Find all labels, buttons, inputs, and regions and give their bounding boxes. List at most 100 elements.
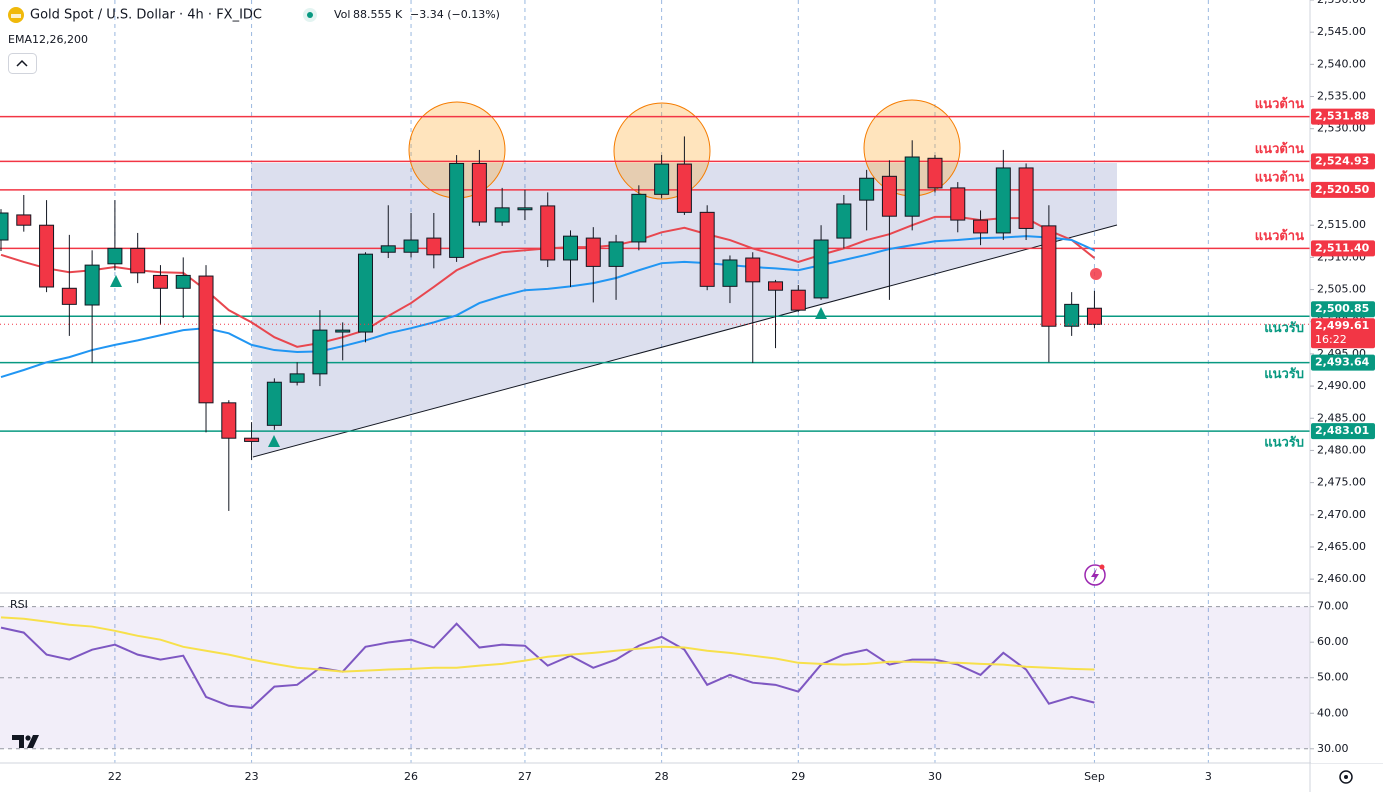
candle-body (449, 162, 465, 258)
indicator-label: EMA12,26,200 (8, 33, 88, 46)
level-tag-label: 2,520.50 (1315, 183, 1370, 196)
candle-body (152, 274, 168, 289)
y-tick-label: 2,485.00 (1317, 411, 1366, 424)
indicator-line (0, 616, 1095, 673)
x-tick-label: 30 (928, 770, 942, 783)
candle-body (517, 207, 533, 211)
candle-body (563, 235, 578, 261)
flash-bolt (1091, 568, 1099, 583)
candle-body (676, 163, 692, 213)
logo-dot (25, 735, 31, 741)
candle-body (790, 289, 806, 311)
tv-logo (12, 735, 39, 748)
candle-body (426, 237, 442, 256)
y-tick-label: 2,515.00 (1317, 218, 1366, 231)
level-tag (1311, 181, 1375, 198)
y-tick-label: 2,505.00 (1317, 283, 1366, 296)
candle-body (631, 193, 647, 243)
candle-body (471, 162, 487, 223)
level-text: แนวรับ (1264, 321, 1304, 336)
candle-body (16, 214, 32, 226)
candle-body (881, 175, 897, 217)
x-tick-label: 3 (1205, 770, 1212, 783)
drawing-layer (251, 99, 1118, 458)
candle-body (175, 274, 191, 289)
candle-body (289, 373, 305, 383)
level-text: แนวต้าน (1255, 141, 1304, 157)
x-tick-label: 23 (245, 770, 259, 783)
price-change: −3.34 (−0.13%) (410, 8, 500, 21)
x-tick-label: Sep (1084, 770, 1105, 783)
candle-body (722, 259, 738, 287)
logo-shape (12, 735, 39, 748)
candle-body (357, 253, 373, 333)
candle-body (699, 211, 715, 287)
triangle-zone (251, 163, 1117, 457)
y-tick-label: 2,550.00 (1317, 0, 1366, 6)
level-text: แนวต้าน (1255, 96, 1304, 112)
volume-value: 88.555 K (353, 8, 403, 21)
y-tick-label: 2,480.00 (1317, 443, 1366, 456)
candle-body (198, 275, 214, 404)
y-tick-label: 30.00 (1317, 742, 1349, 755)
symbol-icon-bar (11, 14, 21, 18)
signal-marker (815, 307, 827, 319)
candle-body (335, 329, 351, 333)
y-tick-label: 60.00 (1317, 635, 1349, 648)
level-tag (1311, 301, 1375, 318)
marker-layer (110, 268, 1106, 586)
candle-body (221, 402, 237, 439)
level-tag (1311, 240, 1375, 257)
candle-body (836, 203, 852, 239)
indicator-line (0, 622, 1095, 709)
y-tick-label: 40.00 (1317, 706, 1349, 719)
settings-button[interactable] (1339, 770, 1353, 784)
candle-body (244, 437, 260, 442)
y-tick-label: 2,490.00 (1317, 379, 1366, 392)
price-axis-bg (1311, 0, 1383, 763)
flash-icon[interactable] (1084, 564, 1106, 586)
candle-body (768, 281, 784, 291)
y-tick-label: 2,530.00 (1317, 122, 1366, 135)
indicator-line (0, 235, 1095, 379)
gear-ring (1339, 770, 1353, 784)
collapse-button[interactable] (8, 53, 37, 74)
y-tick-label: 2,470.00 (1317, 508, 1366, 521)
candle-body (927, 157, 943, 189)
candle-body (39, 224, 55, 288)
level-tag (1311, 108, 1375, 125)
level-text: แนวรับ (1264, 436, 1304, 451)
y-tick-label: 2,465.00 (1317, 540, 1366, 553)
candle-body (1041, 225, 1057, 327)
candle-body (973, 219, 989, 234)
candle-body (585, 237, 601, 267)
candle-body (130, 247, 146, 274)
candle-body (0, 212, 9, 241)
level-text: แนวรับ (1264, 367, 1304, 382)
candle-body (608, 241, 624, 267)
flash-badge (1099, 564, 1105, 570)
gear-center (1344, 775, 1348, 779)
axis-layer: 22 23 26 27 28 29 30 Sep 3 2,460.00 2,465.00 2,470.… (108, 0, 1375, 783)
candle-body (266, 381, 282, 426)
last-price-tag (1311, 318, 1375, 349)
candle-body (61, 287, 77, 305)
y-tick-label: 2,535.00 (1317, 90, 1366, 103)
candle-body (859, 177, 875, 201)
level-tag-label: 2,493.64 (1315, 356, 1370, 369)
countdown-label: 16:22 (1315, 333, 1347, 346)
trend-line (252, 224, 1118, 458)
level-tag-label: 2,524.93 (1315, 154, 1369, 167)
level-text: แนวต้าน (1255, 169, 1304, 185)
volume-label: Vol (334, 8, 350, 21)
grid-layer (0, 0, 1310, 763)
candle-body (494, 207, 510, 223)
level-tag (1311, 423, 1375, 440)
candle-body (312, 329, 328, 375)
candle-body (380, 245, 396, 253)
symbol-title: Gold Spot / U.S. Dollar · 4h · FX_IDC (30, 8, 262, 23)
data-layer: แนวต้านแนวต้านแนวต้านแนวต้านแนวรับแนวรับ… (0, 96, 1310, 709)
candle-body (745, 257, 761, 283)
level-text: แนวต้าน (1255, 228, 1304, 244)
